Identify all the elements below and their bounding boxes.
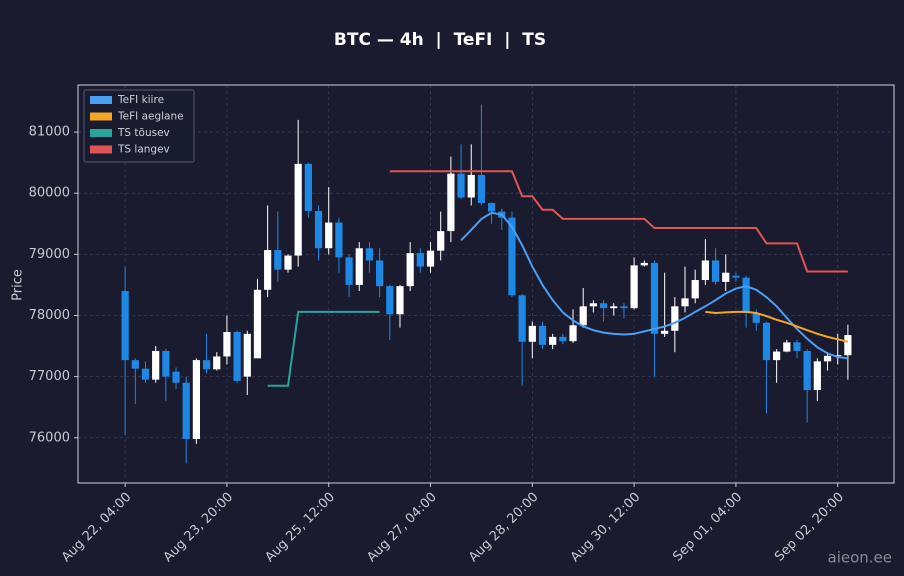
candle-body: [813, 361, 821, 391]
candle-body: [671, 306, 679, 331]
candle-body: [335, 222, 343, 258]
candle-body: [274, 250, 282, 270]
indicator-line: [389, 170, 848, 273]
candle-body: [416, 253, 424, 267]
candle-body: [325, 222, 333, 249]
candle-body: [284, 255, 292, 270]
legend-swatch: [90, 96, 112, 104]
candle-body: [223, 331, 231, 357]
indicator-line: [460, 211, 849, 360]
candle-body: [508, 217, 516, 296]
candle-body: [437, 231, 445, 251]
candle-body: [793, 342, 801, 351]
indicator-line: [267, 310, 380, 387]
y-axis-label: Price: [11, 269, 26, 301]
candle-body: [213, 356, 221, 370]
candle-body: [386, 286, 394, 315]
chart-title: BTC — 4h | TeFI | TS: [334, 30, 546, 50]
candle-body: [233, 331, 241, 381]
legend-swatch: [90, 112, 112, 121]
candle-body: [141, 368, 150, 380]
y-tick-label: 80000: [29, 186, 70, 201]
candle-body: [243, 333, 251, 377]
candle-body: [396, 286, 404, 315]
y-tick-label: 81000: [29, 125, 70, 140]
candle-body: [365, 248, 374, 261]
candle-body: [783, 342, 791, 352]
candle-body: [650, 262, 659, 334]
candle-body: [447, 173, 455, 232]
candle-body: [314, 210, 323, 249]
indicator-line: [705, 310, 849, 343]
candle-body: [711, 260, 720, 282]
candle-body: [681, 298, 689, 307]
legend-label: TS langev: [117, 144, 170, 156]
y-tick-label: 76000: [29, 430, 70, 445]
legend-label: TS tõusev: [117, 127, 170, 139]
legend-swatch: [90, 145, 112, 154]
candle-body: [742, 277, 750, 314]
candle-body: [518, 295, 526, 342]
candle-body: [589, 303, 597, 307]
candle-body: [162, 350, 170, 377]
candle-body: [610, 306, 618, 309]
candle-body: [762, 322, 771, 361]
candle-body: [457, 173, 465, 198]
candle-body: [202, 360, 211, 370]
candle-body: [549, 336, 557, 345]
candle-body: [752, 313, 760, 323]
candle-body: [620, 306, 628, 309]
legend-label: TeFI kiire: [117, 94, 164, 106]
candle-body: [528, 325, 536, 342]
candle-body: [131, 360, 139, 369]
candle-body: [599, 303, 608, 309]
candle-body: [253, 289, 262, 359]
candle-body: [569, 325, 577, 342]
candle-body: [803, 350, 811, 391]
candle-body: [426, 250, 435, 267]
candle-body: [640, 262, 648, 266]
candle-body: [732, 275, 740, 278]
candle-body: [691, 280, 699, 299]
candle-body: [579, 306, 587, 326]
candle-body: [304, 163, 312, 211]
candle-body: [722, 272, 730, 282]
candle-body: [487, 202, 496, 212]
candle-body: [264, 250, 272, 290]
candle-body: [773, 351, 781, 361]
candle-body: [406, 253, 414, 287]
candle-body: [152, 350, 160, 380]
candle-body: [559, 336, 567, 342]
candle-body: [294, 163, 302, 256]
plot-frame: [77, 84, 895, 484]
candle-body: [467, 174, 475, 198]
candle-body: [182, 382, 190, 439]
candle-body: [630, 265, 638, 309]
candle-body: [701, 260, 709, 281]
candle-body: [477, 174, 486, 203]
y-tick-label: 78000: [29, 308, 70, 323]
candle-body: [355, 248, 363, 285]
candle-body: [345, 257, 353, 285]
legend-swatch: [90, 129, 112, 137]
candle-body: [192, 360, 200, 439]
candle-body: [834, 355, 842, 357]
candle-body: [844, 335, 852, 356]
candle-body: [121, 291, 129, 361]
candle-body: [661, 330, 669, 334]
candle-body: [823, 355, 832, 362]
watermark: aieon.ee: [828, 549, 893, 567]
candle-body: [538, 325, 547, 345]
legend-box: [83, 89, 195, 163]
legend-label: TeFI aeglane: [117, 111, 184, 123]
candle-body: [376, 260, 384, 287]
y-tick-label: 77000: [29, 369, 70, 384]
y-tick-label: 79000: [29, 247, 70, 262]
candle-body: [172, 371, 180, 383]
